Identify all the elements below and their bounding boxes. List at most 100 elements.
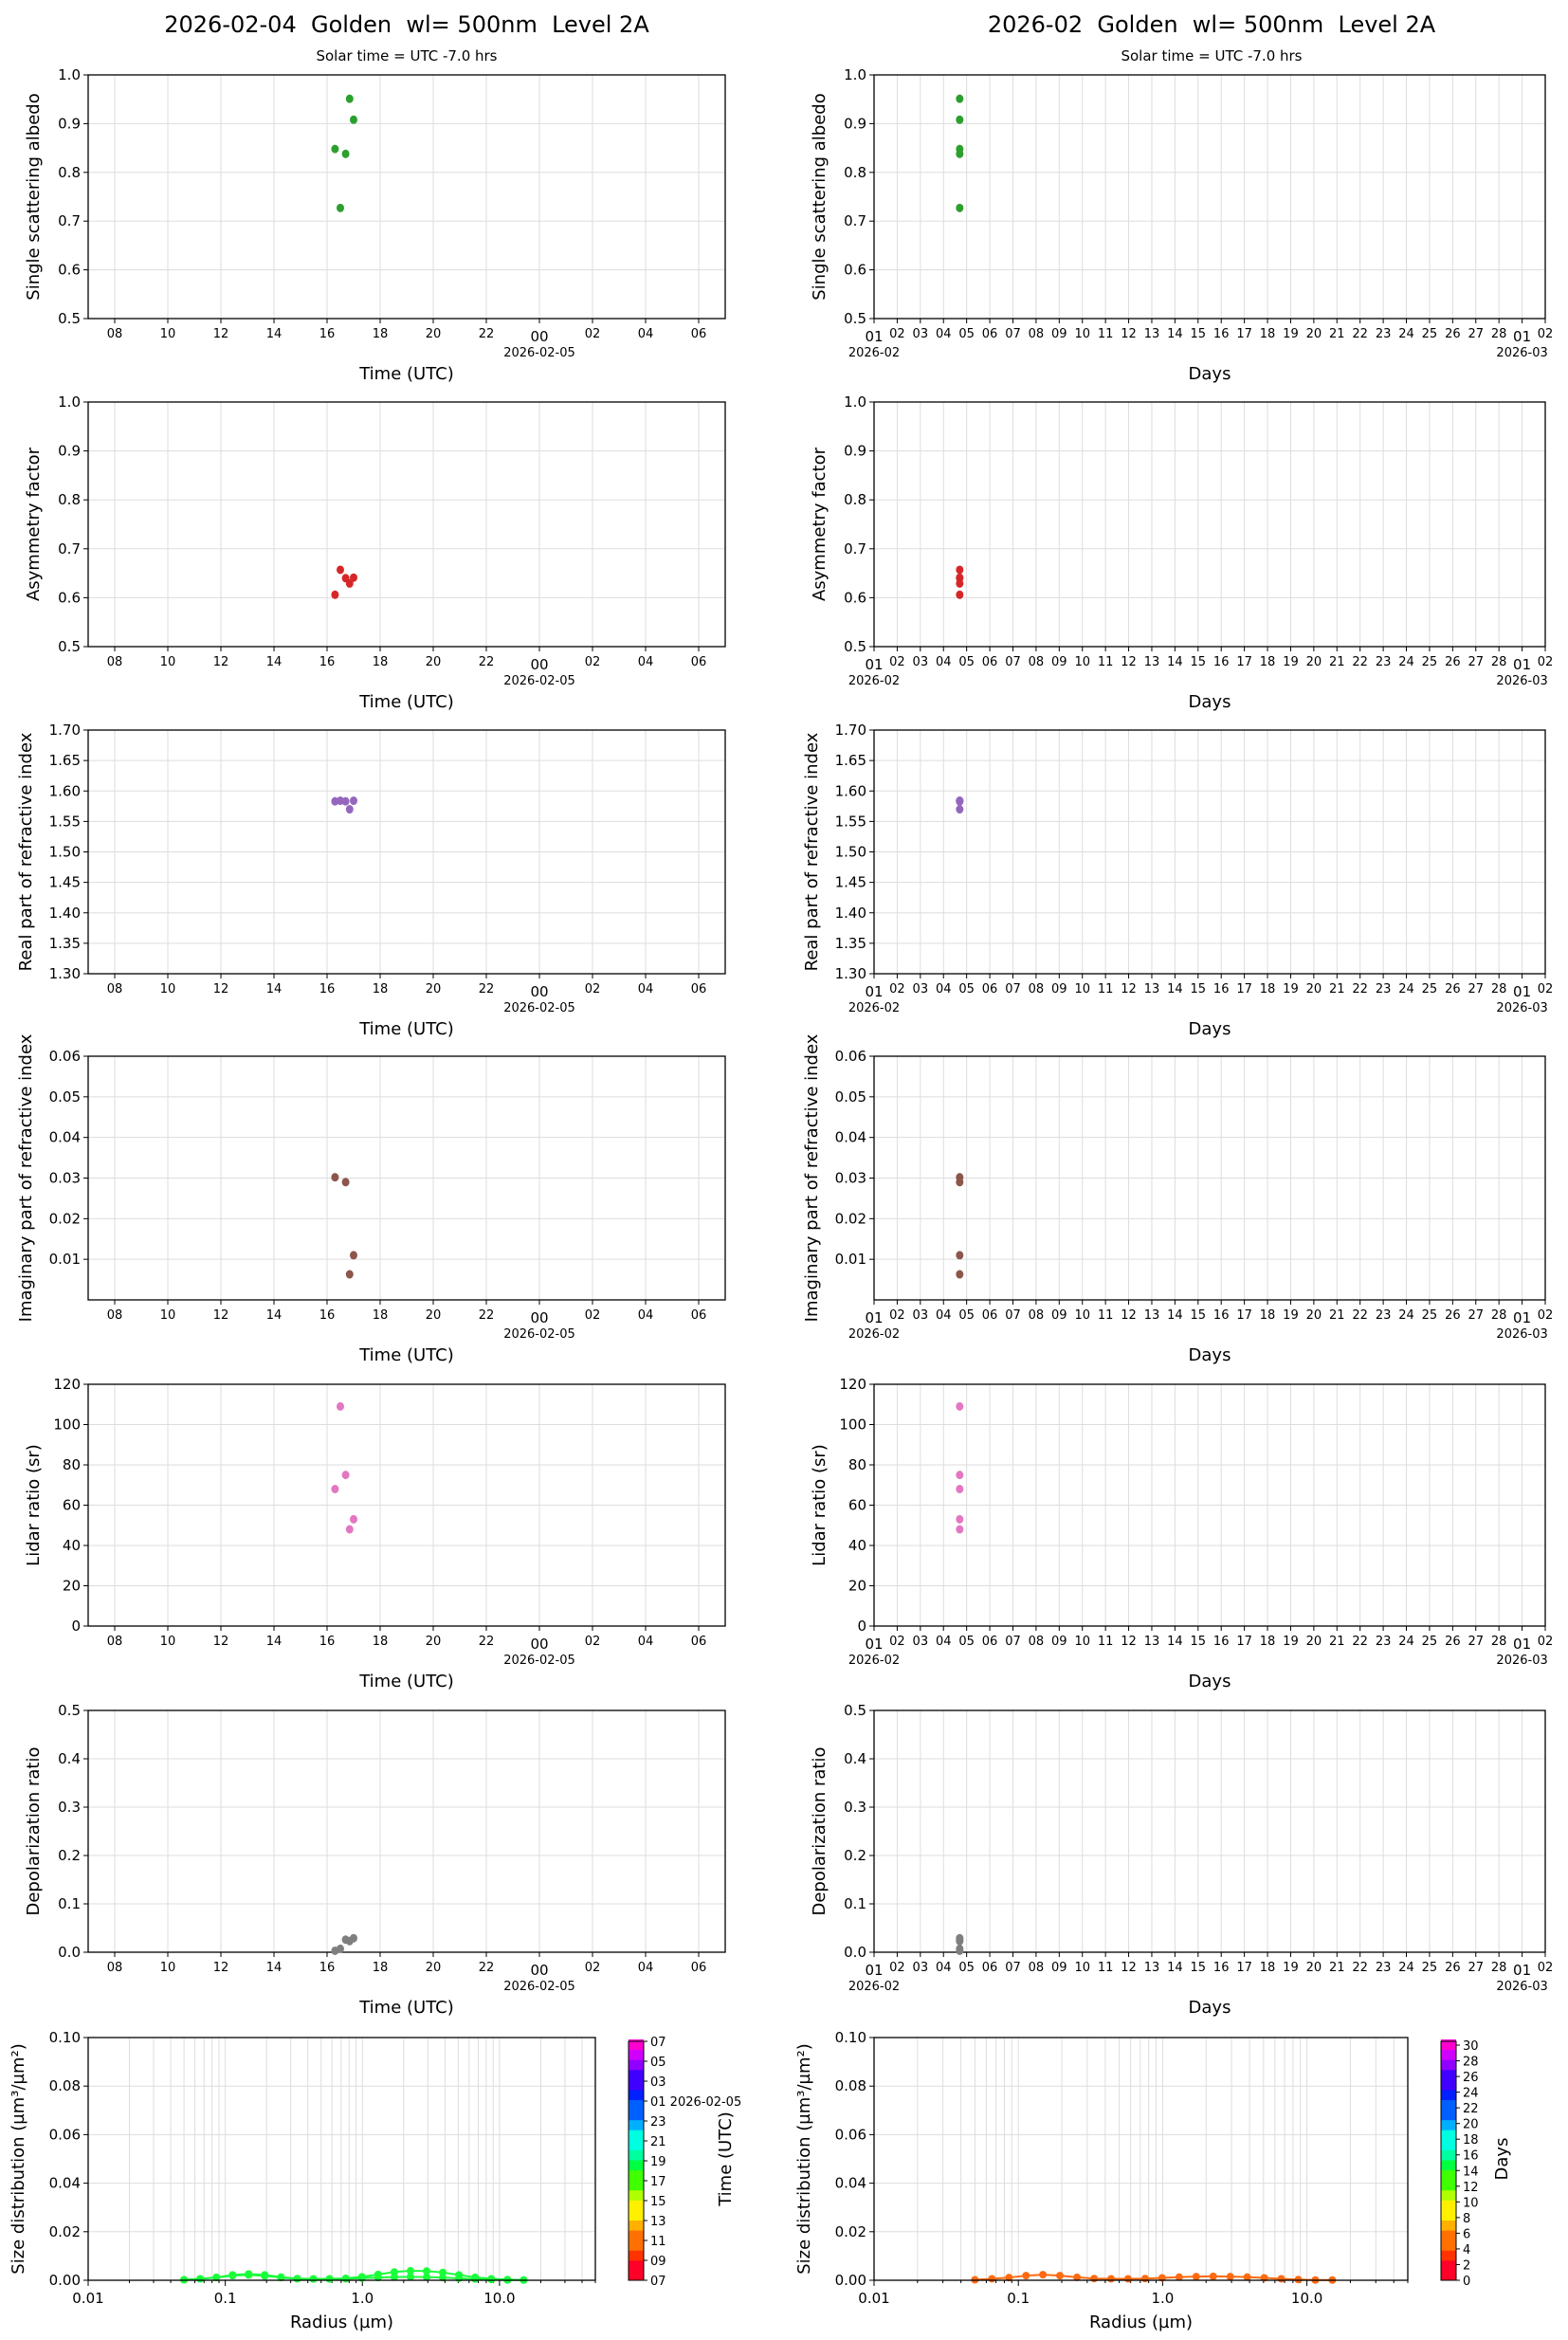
svg-text:1.55: 1.55 [49,813,81,830]
svg-text:2026-02: 2026-02 [848,1001,900,1015]
svg-text:13: 13 [1144,1635,1160,1649]
svg-text:22: 22 [479,1308,495,1323]
svg-text:23: 23 [1376,1308,1392,1323]
svg-text:05: 05 [650,2056,666,2070]
left-title: 2026-02-04 Golden wl= 500nm Level 2A [164,11,649,38]
svg-text:1.0: 1.0 [844,66,866,83]
svg-text:26: 26 [1445,327,1461,341]
svg-text:12: 12 [1121,1961,1137,1975]
svg-text:13: 13 [1144,1961,1160,1975]
svg-text:21: 21 [1329,982,1345,996]
svg-text:1.60: 1.60 [49,782,81,799]
svg-text:0.5: 0.5 [58,638,81,655]
svg-text:09: 09 [650,2255,666,2269]
svg-text:04: 04 [936,1961,952,1975]
svg-text:0.2: 0.2 [844,1847,866,1864]
svg-text:09: 09 [1051,327,1067,341]
svg-text:22: 22 [1352,327,1368,341]
svg-text:22: 22 [479,327,495,341]
svg-text:19: 19 [1283,327,1299,341]
svg-text:05: 05 [958,1961,975,1975]
svg-text:1.55: 1.55 [835,813,866,830]
svg-text:2026-03: 2026-03 [1496,1980,1547,1994]
svg-text:08: 08 [107,1308,123,1323]
svg-text:2026-03: 2026-03 [1496,674,1547,688]
svg-text:0.00: 0.00 [49,2272,81,2289]
svg-text:0.0: 0.0 [58,1944,81,1961]
svg-text:15: 15 [1191,655,1207,669]
svg-text:12: 12 [1121,1308,1137,1323]
svg-text:1.35: 1.35 [49,935,81,952]
left-panel-imag: 08 10 12 14 16 18 20 22 00 02 04 06 2026-02-05 Time (… [16,1033,726,1365]
svg-text:0.1: 0.1 [214,2290,237,2307]
svg-text:02: 02 [889,1961,905,1975]
svg-text:0.04: 0.04 [49,2175,81,2192]
svg-text:08: 08 [107,982,123,996]
svg-text:02: 02 [585,655,601,669]
svg-text:10: 10 [160,1635,176,1649]
svg-text:18: 18 [373,1635,389,1649]
svg-text:1.40: 1.40 [49,905,81,922]
svg-text:18: 18 [373,982,389,996]
svg-text:05: 05 [958,655,975,669]
svg-text:21: 21 [1329,1635,1345,1649]
svg-text:06: 06 [691,655,707,669]
svg-text:0.9: 0.9 [58,115,81,132]
svg-text:0.4: 0.4 [844,1750,866,1767]
svg-text:01: 01 [865,1636,883,1653]
svg-text:26: 26 [1445,655,1461,669]
svg-text:01: 01 [1513,328,1531,345]
svg-text:0.04: 0.04 [49,1129,81,1146]
svg-text:22: 22 [1352,1635,1368,1649]
svg-text:16: 16 [1213,982,1230,996]
svg-text:07: 07 [650,2275,666,2289]
svg-text:12: 12 [1463,2181,1479,2195]
svg-text:1.70: 1.70 [835,722,866,739]
svg-text:07: 07 [1005,982,1021,996]
svg-text:19: 19 [650,2155,666,2169]
svg-text:01: 01 [1513,1962,1531,1979]
svg-text:0.9: 0.9 [58,443,81,460]
svg-text:03: 03 [913,1308,929,1323]
svg-text:0.02: 0.02 [49,2223,81,2240]
y-axis-label: Depolarization ratio [810,1747,830,1916]
svg-text:06: 06 [982,1635,998,1649]
svg-text:120: 120 [839,1376,866,1393]
svg-text:0.8: 0.8 [844,164,866,181]
svg-text:06: 06 [982,1308,998,1323]
svg-text:18: 18 [373,1308,389,1323]
svg-text:16: 16 [319,982,336,996]
left-panel-size-distribution: 0.01 0.1 1.0 10.0 0.00 0.02 0.04 0.06 0.08 0.10 Ra… [9,2029,741,2332]
svg-text:0.7: 0.7 [58,212,81,229]
right-panel-imag: 01 02 03 04 05 06 07 08 09 10 11 12 13 14 15 16 17 18 19 20… [802,1033,1553,1365]
svg-text:10: 10 [160,655,176,669]
svg-text:16: 16 [319,1961,336,1975]
svg-text:02: 02 [889,982,905,996]
svg-text:11: 11 [650,2235,666,2249]
svg-text:06: 06 [691,327,707,341]
svg-text:14: 14 [1167,655,1183,669]
svg-text:15: 15 [1191,1635,1207,1649]
svg-text:0.5: 0.5 [58,1702,81,1719]
svg-text:1.30: 1.30 [835,965,866,982]
svg-text:23: 23 [1376,1635,1392,1649]
svg-text:06: 06 [691,1308,707,1323]
svg-text:07: 07 [1005,655,1021,669]
svg-text:17: 17 [1236,982,1252,996]
svg-text:1.45: 1.45 [49,874,81,891]
svg-text:03: 03 [913,982,929,996]
svg-text:26: 26 [1445,1635,1461,1649]
svg-text:14: 14 [266,1961,283,1975]
svg-text:0.08: 0.08 [835,2077,866,2094]
svg-text:19: 19 [1283,1961,1299,1975]
svg-text:0.06: 0.06 [835,2126,866,2143]
svg-text:24: 24 [1398,1961,1414,1975]
svg-text:12: 12 [1121,1635,1137,1649]
svg-text:04: 04 [638,1635,654,1649]
colorbar: 07 09 11 13 15 17 19 21 23 01 2026-02-05 03 05 07 Tim… [628,2036,741,2289]
svg-text:15: 15 [1191,1308,1207,1323]
svg-text:15: 15 [1191,982,1207,996]
svg-text:24: 24 [1398,982,1414,996]
svg-text:08: 08 [107,327,123,341]
